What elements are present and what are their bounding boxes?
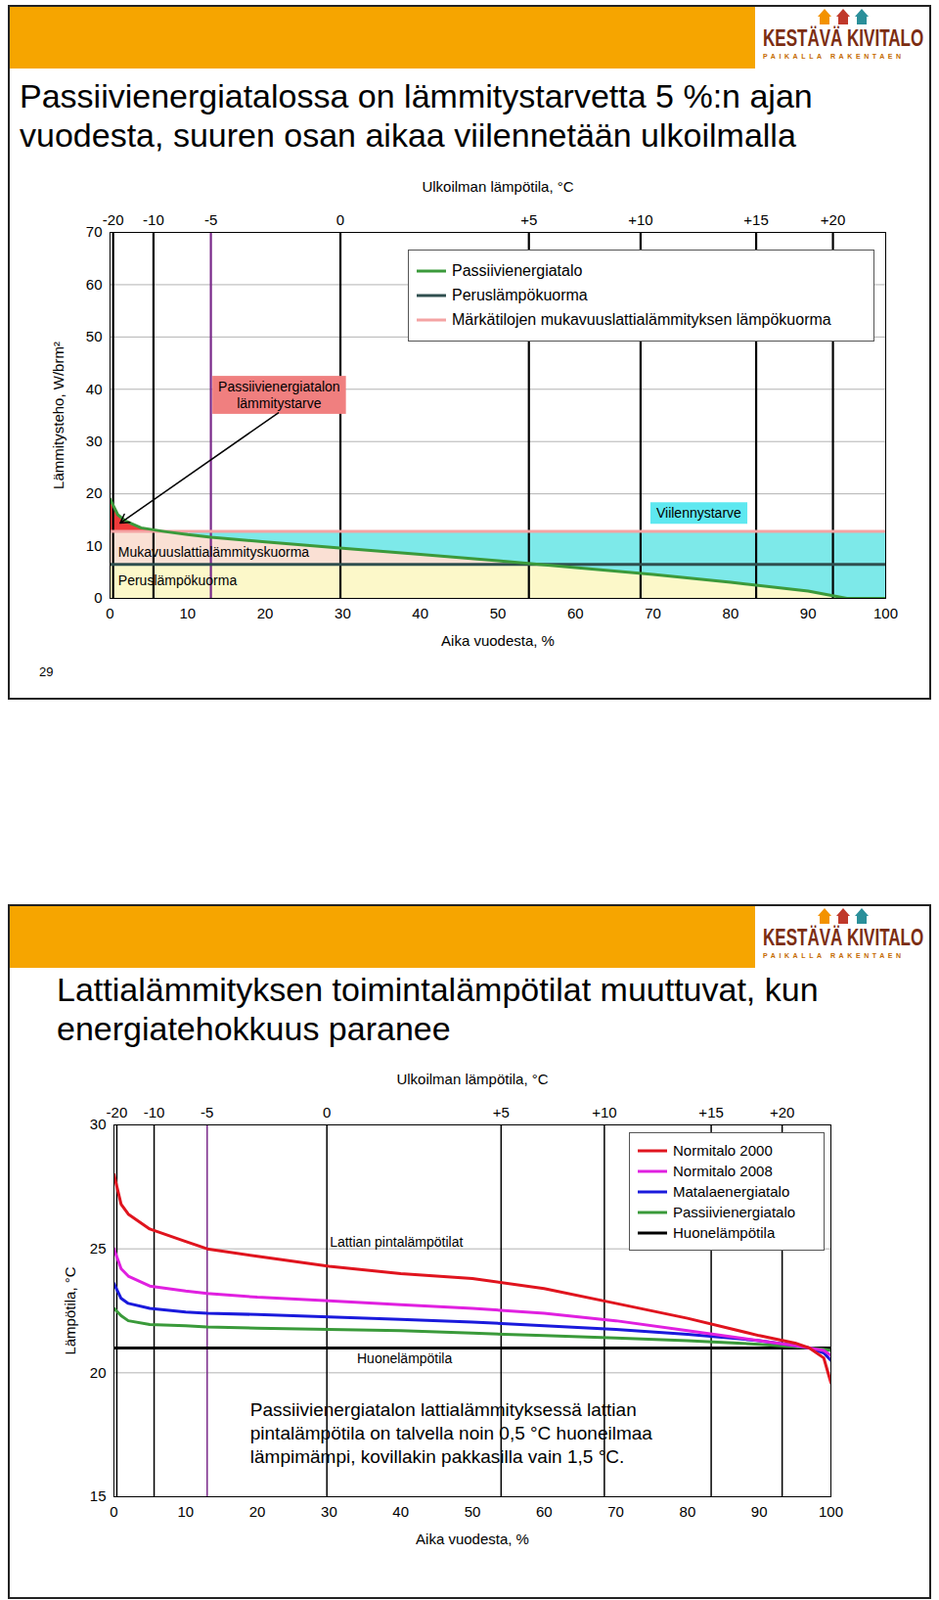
html-text:Peruslämpökuorma: Peruslämpökuorma <box>451 286 588 304</box>
svg-text:+15: +15 <box>698 1103 723 1120</box>
svg-text:20: 20 <box>257 604 274 622</box>
svg-text:Peruslämpökuorma: Peruslämpökuorma <box>118 572 238 588</box>
svg-text:+10: +10 <box>591 1103 617 1120</box>
html-text:Märkätilojen mukavuuslattialäm: Märkätilojen mukavuuslattialämmityksen l… <box>451 311 832 328</box>
svg-text:60: 60 <box>536 1502 553 1520</box>
svg-text:100: 100 <box>873 604 898 622</box>
svg-text:0: 0 <box>322 1103 331 1120</box>
svg-text:Ulkoilman lämpötila, °C: Ulkoilman lämpötila, °C <box>396 1070 548 1087</box>
svg-text:40: 40 <box>86 380 103 398</box>
svg-text:-10: -10 <box>143 1103 166 1120</box>
html-text:29: 29 <box>39 664 54 679</box>
svg-text:70: 70 <box>86 223 103 240</box>
svg-text:30: 30 <box>334 604 352 622</box>
svg-text:100: 100 <box>818 1502 844 1520</box>
svg-text:Mukavuuslattialämmityskuorma: Mukavuuslattialämmityskuorma <box>118 543 310 560</box>
html-text:Passiivienergiatalossa on lämm: Passiivienergiatalossa on lämmitystarvet… <box>19 77 813 154</box>
svg-text:30: 30 <box>89 1115 107 1132</box>
svg-text:30: 30 <box>320 1502 338 1520</box>
svg-text:+20: +20 <box>820 211 846 228</box>
svg-text:50: 50 <box>86 327 103 345</box>
svg-text:15: 15 <box>89 1486 107 1504</box>
svg-text:0: 0 <box>109 1502 118 1520</box>
svg-text:Ulkoilman lämpötila, °C: Ulkoilman lämpötila, °C <box>421 178 574 195</box>
svg-text:Huonelämpötila: Huonelämpötila <box>357 1349 452 1366</box>
html-text:Normitalo 2000: Normitalo 2000 <box>672 1141 773 1159</box>
svg-text:0: 0 <box>93 588 102 606</box>
svg-text:Viilennystarve: Viilennystarve <box>656 504 742 521</box>
svg-text:25: 25 <box>89 1239 107 1256</box>
svg-text:+5: +5 <box>492 1103 510 1120</box>
svg-text:-20: -20 <box>102 211 125 228</box>
svg-text:10: 10 <box>177 1502 194 1520</box>
svg-text:Aika vuodesta, %: Aika vuodesta, % <box>441 631 555 649</box>
svg-text:20: 20 <box>89 1363 107 1381</box>
svg-text:Passiivienergiatalon lattialäm: Passiivienergiatalon lattialämmityksessä… <box>250 1398 654 1467</box>
svg-text:70: 70 <box>607 1502 625 1520</box>
svg-text:80: 80 <box>722 604 740 622</box>
svg-text:+20: +20 <box>769 1103 795 1120</box>
svg-text:-20: -20 <box>106 1103 129 1120</box>
svg-text:10: 10 <box>86 536 103 554</box>
svg-text:50: 50 <box>490 604 507 622</box>
html-text:Matalaenergiatalo: Matalaenergiatalo <box>672 1182 790 1200</box>
svg-text:20: 20 <box>86 484 103 501</box>
html-text:Lattialämmityksen toimintalämp: Lattialämmityksen toimintalämpötilat muu… <box>56 970 819 1047</box>
svg-text:60: 60 <box>567 604 584 622</box>
svg-text:-10: -10 <box>142 211 165 228</box>
html-text:Huonelämpötila: Huonelämpötila <box>672 1223 775 1241</box>
html-text:Passiivienergiatalo: Passiivienergiatalo <box>451 262 583 279</box>
html-text:PAIKALLA RAKENTAEN: PAIKALLA RAKENTAEN <box>762 52 905 60</box>
svg-text:+5: +5 <box>520 211 537 228</box>
svg-text:-5: -5 <box>200 1103 214 1120</box>
svg-text:70: 70 <box>644 604 662 622</box>
svg-text:+15: +15 <box>743 211 768 228</box>
svg-text:20: 20 <box>249 1502 267 1520</box>
html-text:KESTÄVÄ KIVITALO: KESTÄVÄ KIVITALO <box>762 25 924 51</box>
svg-text:10: 10 <box>178 604 196 622</box>
html-text:PAIKALLA RAKENTAEN: PAIKALLA RAKENTAEN <box>762 951 905 959</box>
svg-text:90: 90 <box>800 604 817 622</box>
svg-text:+10: +10 <box>627 211 653 228</box>
svg-text:Lattian pintalämpötilat: Lattian pintalämpötilat <box>329 1233 463 1250</box>
svg-text:80: 80 <box>679 1502 697 1520</box>
svg-text:Lämmitysteho, W/brm²: Lämmitysteho, W/brm² <box>49 341 67 490</box>
svg-text:60: 60 <box>86 275 103 293</box>
svg-text:-5: -5 <box>204 211 218 228</box>
svg-text:Lämpötila, °C: Lämpötila, °C <box>61 1265 79 1354</box>
svg-text:90: 90 <box>751 1502 768 1520</box>
svg-text:30: 30 <box>86 432 103 449</box>
svg-text:40: 40 <box>411 604 429 622</box>
svg-text:50: 50 <box>464 1502 482 1520</box>
html-text:Passiivienergiatalo: Passiivienergiatalo <box>672 1203 796 1220</box>
svg-text:Aika vuodesta, %: Aika vuodesta, % <box>415 1529 530 1547</box>
html-text:Normitalo 2008: Normitalo 2008 <box>672 1162 773 1179</box>
svg-text:40: 40 <box>392 1502 409 1520</box>
svg-text:Passiivienergiatalonlämmitysta: Passiivienergiatalonlämmitystarve <box>218 378 341 411</box>
svg-text:0: 0 <box>105 604 114 622</box>
html-text:KESTÄVÄ KIVITALO: KESTÄVÄ KIVITALO <box>762 924 924 950</box>
svg-text:0: 0 <box>336 211 345 228</box>
